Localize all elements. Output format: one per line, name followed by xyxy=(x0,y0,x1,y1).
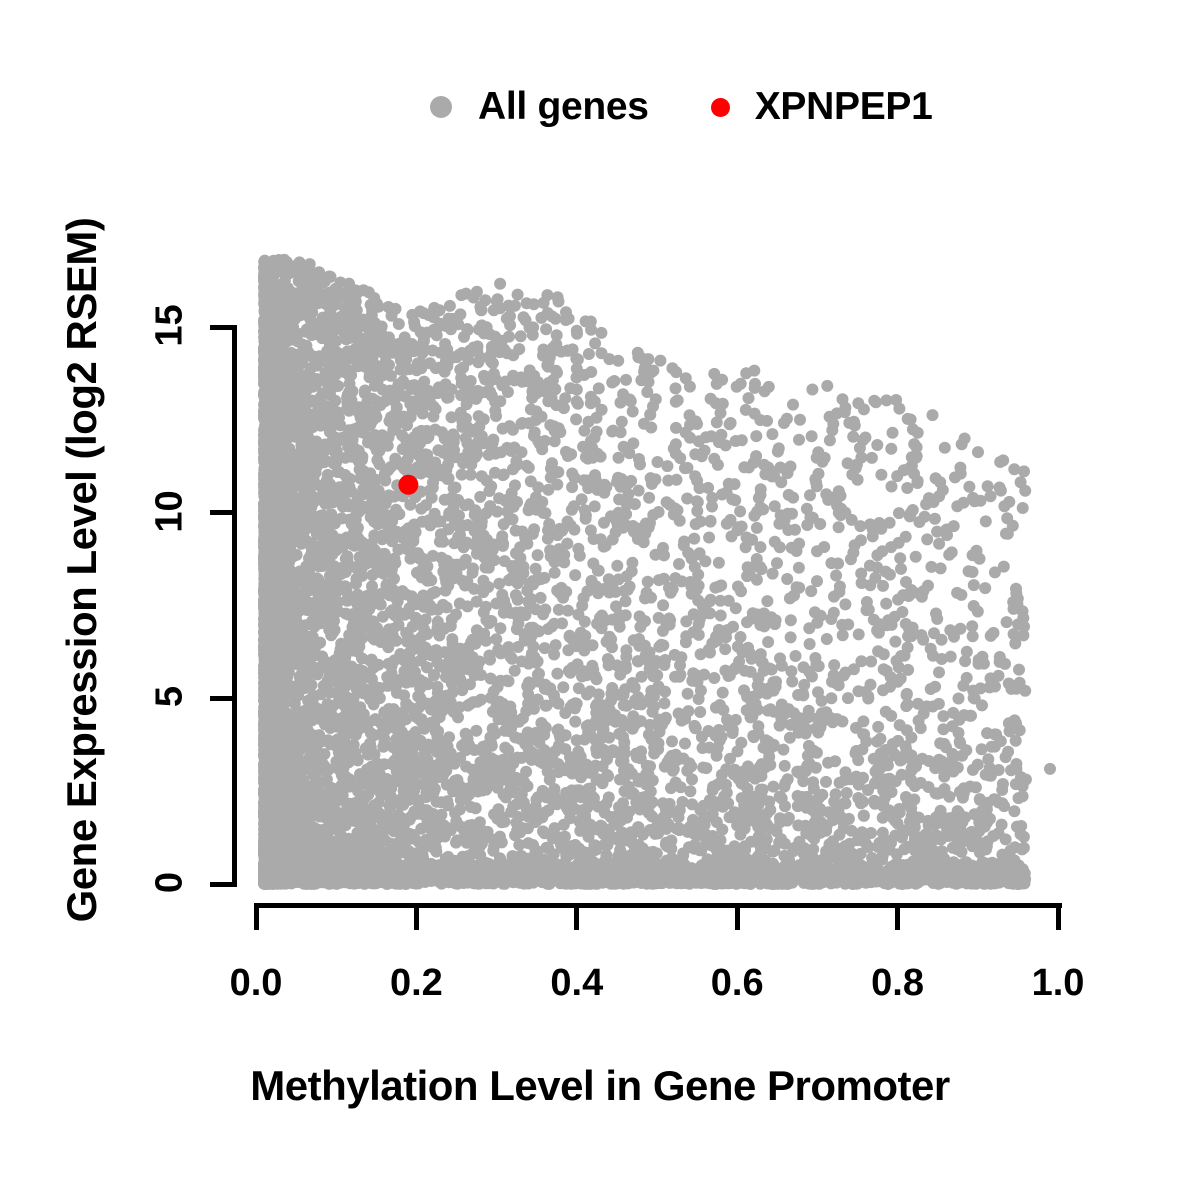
xpnpep1-point xyxy=(398,474,419,495)
grey-dot-icon xyxy=(430,96,452,118)
plot-area xyxy=(236,250,1060,890)
y-axis-title: Gene Expression Level (log2 RSEM) xyxy=(58,217,105,923)
y-tick-mark xyxy=(210,324,237,330)
x-tick-label: 0.2 xyxy=(389,962,443,1004)
x-tick-label: 0.0 xyxy=(229,962,283,1004)
scatter-points xyxy=(258,253,1056,890)
legend-entry-xpnpep1: XPNPEP1 xyxy=(710,85,933,129)
legend-entry-all-genes: All genes xyxy=(430,85,649,129)
y-tick-label: 15 xyxy=(148,304,191,347)
x-tick-label: 0.8 xyxy=(871,962,924,1004)
x-tick-mark xyxy=(574,903,580,930)
y-tick-mark xyxy=(210,510,237,516)
y-axis-line xyxy=(232,325,237,883)
red-dot-icon xyxy=(710,97,730,117)
chart-legend: All genes XPNPEP1 xyxy=(430,78,990,136)
y-tick-label: 5 xyxy=(148,686,191,708)
y-tick-label: 10 xyxy=(148,490,191,533)
x-axis-title: Methylation Level in Gene Promoter xyxy=(250,1062,950,1109)
x-tick-mark xyxy=(1055,903,1061,930)
x-tick-mark xyxy=(253,903,259,930)
x-tick-label: 0.4 xyxy=(550,962,604,1004)
legend-label-all-genes: All genes xyxy=(478,85,649,128)
x-tick-label: 0.6 xyxy=(710,962,764,1004)
y-tick-label: 0 xyxy=(148,871,191,894)
y-tick-mark xyxy=(210,881,237,887)
x-tick-mark xyxy=(734,903,740,930)
x-tick-label: 1.0 xyxy=(1031,962,1085,1004)
legend-label-xpnpep1: XPNPEP1 xyxy=(754,85,933,128)
xpnpep1-marker xyxy=(398,474,419,495)
x-axis-line xyxy=(254,903,1062,908)
all-genes-points xyxy=(258,253,1056,890)
x-tick-mark xyxy=(895,903,901,930)
y-tick-mark xyxy=(210,695,237,701)
x-tick-mark xyxy=(413,903,419,930)
